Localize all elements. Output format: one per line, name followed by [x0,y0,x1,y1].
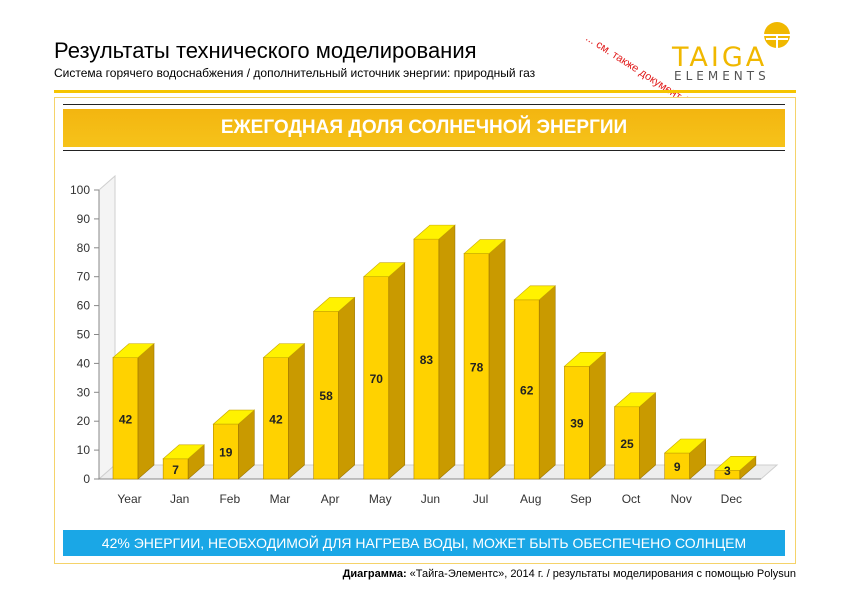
data-label-aug: 62 [520,383,534,397]
bar-top-dec [714,456,757,471]
x-tick-label-dec: Dec [721,492,742,506]
bar-apr [313,311,339,480]
figure-caption: Диаграмма: «Тайга-Элементс», 2014 г. / р… [343,568,796,580]
bar-jun [413,238,440,480]
caption-label: Диаграмма: [342,568,407,580]
y-tick-label: 70 [77,270,91,284]
bar-side-year [137,342,155,480]
logo-wordmark: TAIGA [672,42,768,73]
bar-top-jul [463,239,506,254]
bar-top-jun [413,224,456,240]
x-tick-label-feb: Feb [219,492,240,506]
y-tick-label: 30 [77,385,91,399]
panel-banner-rule [63,150,785,151]
y-tick-label: 20 [77,414,91,428]
taiga-elements-logo: TAIGA ELEMENTS [668,20,798,84]
y-tick-label: 60 [77,299,91,313]
data-label-jun: 83 [420,353,434,367]
data-label-may: 70 [370,372,384,386]
solar-fraction-chart: 0 10 20 30 40 50 60 70 80 90 100 42 Year 7 Jan 19 Feb 42 M… [70,174,779,506]
y-tick-label: 80 [77,241,91,255]
x-tick-label-jul: Jul [473,492,488,506]
bar-top-may [362,262,406,277]
bar-mar [263,357,289,480]
bar-side-may [388,262,406,480]
bar-top-aug [513,285,557,301]
header-divider [54,90,796,93]
page-title: Результаты технического моделирования [54,38,477,63]
bar-side-aug [538,285,556,480]
y-tick-label: 40 [77,356,91,370]
data-label-jul: 78 [470,360,484,374]
x-tick-label-jun: Jun [421,492,440,506]
x-tick-label-nov: Nov [671,492,692,506]
caption-text: «Тайга-Элементс», 2014 г. / результаты м… [406,568,796,580]
data-label-year: 42 [119,412,133,426]
bar-side-oct [639,392,656,480]
sun-icon [764,22,790,50]
panel-top-rule [63,104,785,105]
bar-side-sep [589,351,606,480]
y-tick-label: 0 [83,472,90,486]
y-tick-label: 50 [77,328,91,342]
data-label-oct: 25 [620,437,634,451]
bar-top-jan [162,444,205,460]
data-label-sep: 39 [570,417,584,431]
summary-bar: 42% ЭНЕРГИИ, НЕОБХОДИМОЙ ДЛЯ НАГРЕВА ВОД… [63,530,785,556]
x-tick-label-oct: Oct [622,492,641,506]
bar-jul [463,253,490,480]
y-tick-label: 100 [70,183,90,197]
data-label-mar: 42 [269,412,283,426]
x-tick-label-jan: Jan [170,492,189,506]
y-tick-label: 10 [77,443,91,457]
x-tick-label-sep: Sep [570,492,592,506]
y-tick-label: 90 [77,212,91,226]
bar-oct [614,406,640,480]
data-label-jan: 7 [172,463,179,477]
bar-side-jul [488,238,506,480]
bar-top-oct [613,392,657,408]
page-subtitle: Система горячего водоснабжения / дополни… [54,66,536,80]
bar-top-mar [262,343,306,358]
x-tick-label-may: May [369,492,392,506]
data-label-dec: 3 [724,464,731,478]
bar-top-nov [663,438,707,454]
chart-side-wall [98,174,116,481]
bar-top-sep [563,351,607,367]
bar-sep [564,365,590,480]
bar-top-feb [212,409,256,425]
x-tick-label-aug: Aug [520,492,541,506]
x-tick-label-mar: Mar [270,492,291,506]
logo-subtitle: ELEMENTS [674,69,770,83]
chart-panel: ЕЖЕГОДНАЯ ДОЛЯ СОЛНЕЧНОЙ ЭНЕРГИИ 0 10 20 30… [54,97,796,564]
bar-may [363,276,390,480]
data-label-feb: 19 [219,446,233,460]
x-tick-label-apr: Apr [321,492,340,506]
bar-side-apr [338,296,355,480]
bar-side-jun [438,224,456,480]
bar-side-mar [288,342,305,480]
x-tick-label-year: Year [117,492,141,506]
bar-top-apr [312,297,356,312]
bar-feb [213,423,239,480]
data-label-apr: 58 [319,389,333,403]
bar-top-year [112,343,155,358]
data-label-nov: 9 [674,460,681,474]
chart-banner: ЕЖЕГОДНАЯ ДОЛЯ СОЛНЕЧНОЙ ЭНЕРГИИ [63,109,785,147]
